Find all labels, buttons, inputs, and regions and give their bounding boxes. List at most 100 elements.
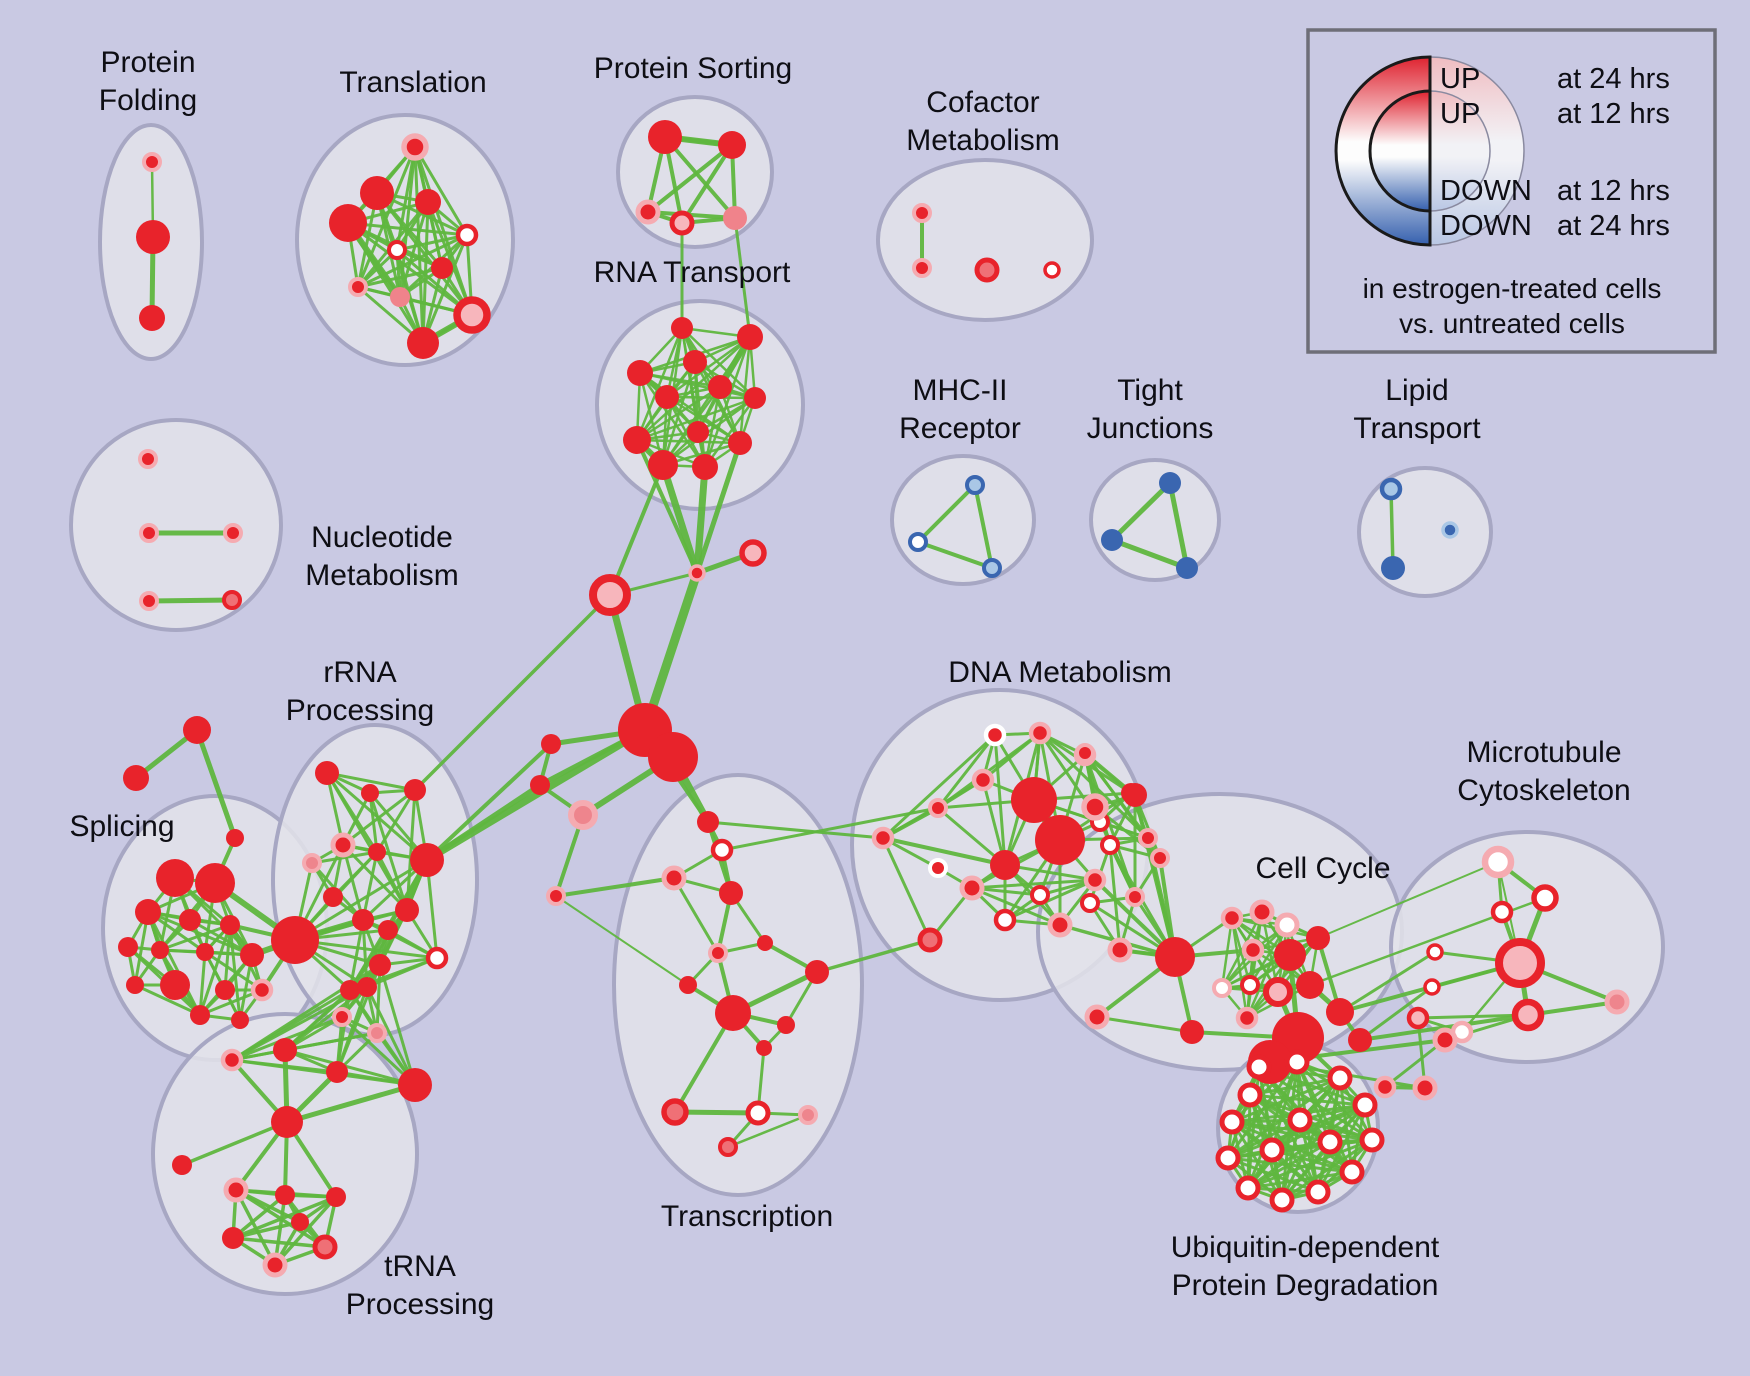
- cluster-label-tight-junctions-line2: Junctions: [1087, 412, 1214, 445]
- edge-tr04-tr05: [346, 221, 469, 237]
- edge-rr14-rx3: [335, 985, 369, 1074]
- node-tr07: [431, 257, 453, 279]
- node-rt04: [627, 360, 653, 386]
- edge-cc10-cc11: [1095, 1015, 1194, 1034]
- edge-rt01-rt07: [680, 326, 757, 400]
- node-rx4: [398, 1068, 432, 1102]
- node-sp07: [151, 941, 169, 959]
- legend-note-line-1: in estrogen-treated cells: [1363, 273, 1662, 304]
- edge-tn2-tn4: [231, 1193, 287, 1240]
- node-tx11: [756, 1040, 772, 1056]
- node-dm04: [971, 768, 995, 792]
- edge-dm08-dm15: [1003, 863, 1097, 882]
- node-tn3: [326, 1187, 346, 1207]
- node-lt1: [1379, 477, 1403, 501]
- cluster-labels: Protein Folding Translation Protein Sorting…: [69, 46, 1630, 1321]
- cluster-label-protein-folding-line2: Folding: [99, 84, 197, 117]
- node-nm5: [222, 590, 242, 610]
- node-ub06: [1339, 1159, 1365, 1185]
- edge-rr05-rr06: [310, 850, 379, 865]
- edge-rt02-rt12: [703, 335, 752, 469]
- node-rr01: [315, 761, 339, 785]
- node-ub07: [1305, 1179, 1331, 1205]
- node-pf2: [136, 220, 170, 254]
- edge-mh2-mh3: [916, 540, 994, 570]
- node-dm18: [917, 927, 943, 953]
- node-tx5: [757, 935, 773, 951]
- edge-ub07-ub12: [1248, 1093, 1320, 1194]
- cluster-label-ubiquitin-degradation-line1: Ubiquitin-dependent: [1171, 1231, 1440, 1264]
- node-tj3: [1176, 557, 1198, 579]
- node-tr09: [390, 287, 410, 307]
- node-sp06: [118, 937, 138, 957]
- edge-dm01-dm08: [993, 733, 1007, 867]
- node-mt6: [1495, 938, 1545, 988]
- legend-time-up-24: at 24 hrs: [1557, 63, 1670, 95]
- edge-ub06-ub12: [1248, 1093, 1354, 1174]
- node-pf3: [139, 305, 165, 331]
- node-sxE3: [568, 800, 598, 830]
- node-cc04: [1100, 835, 1120, 855]
- cluster-label-cofactor-metabolism-line2: Metabolism: [906, 124, 1059, 157]
- edge-rt12-sxF: [693, 463, 709, 577]
- edge-ub09-ub12: [1246, 1093, 1252, 1190]
- node-tn7: [291, 1213, 309, 1231]
- node-nm4: [139, 591, 159, 611]
- legend-note-line-2: vs. untreated cells: [1399, 308, 1625, 339]
- node-ub02: [1284, 1049, 1310, 1075]
- node-tr10: [453, 296, 491, 334]
- edge-tj1-tj2: [1109, 480, 1173, 543]
- edge-ub03-ub12: [1248, 1076, 1342, 1097]
- node-ub15: [1259, 1137, 1285, 1163]
- node-dm17: [1047, 912, 1073, 938]
- edge-rt07-rt11: [661, 396, 757, 467]
- node-tj1: [1159, 472, 1181, 494]
- edge-tr05-tr06: [395, 233, 469, 252]
- node-cc03: [1081, 793, 1109, 821]
- edge-dmb-dm01: [881, 733, 997, 840]
- node-sp13: [250, 978, 274, 1002]
- node-dm16: [993, 908, 1017, 932]
- edge-rt10-sxF: [694, 440, 743, 576]
- edge-rr03-sxA: [413, 593, 612, 792]
- cluster-ellipse-nucleotide-metabolism: [69, 418, 283, 632]
- cluster-label-mhc-ii-receptor-line2: Receptor: [899, 412, 1021, 445]
- node-tx9: [715, 995, 751, 1031]
- edge-rt05-rt09: [635, 385, 722, 442]
- edge-dmb-dm18: [881, 836, 932, 942]
- edge-rt07-rt12: [703, 396, 757, 469]
- legend-time-up-12: at 12 hrs: [1557, 98, 1670, 130]
- edge-tn4-tn7: [231, 1220, 302, 1240]
- node-tx2: [710, 838, 734, 862]
- edge-dmb-dm08: [881, 836, 1007, 867]
- node-cf3: [974, 257, 1000, 283]
- node-tnH: [271, 1106, 303, 1138]
- node-rt07: [744, 387, 766, 409]
- node-rt01: [671, 317, 693, 339]
- edge-rr14-rx1: [230, 985, 369, 1062]
- cluster-label-nucleotide-metabolism-line2: Metabolism: [305, 559, 458, 592]
- node-lt3: [1441, 521, 1459, 539]
- node-rr11: [369, 954, 391, 976]
- node-ps1: [648, 120, 682, 154]
- node-rr09: [378, 920, 398, 940]
- node-dm05: [928, 798, 948, 818]
- cluster-label-rrna-processing-line1: rRNA: [323, 656, 396, 689]
- cluster-ellipse-cofactor-metabolism: [876, 158, 1094, 322]
- edge-dm13-dm17: [970, 886, 1062, 927]
- edge-tx2-dm05: [720, 806, 940, 852]
- node-rr14: [357, 977, 377, 997]
- node-tn6: [262, 1252, 288, 1278]
- cluster-label-microtubule-cytoskeleton-line1: Microtubule: [1466, 736, 1621, 769]
- edge-sp12-sp14: [133, 983, 202, 1017]
- edge-cc09-cc02: [1133, 793, 1177, 959]
- node-cc21: [1296, 971, 1324, 999]
- node-cc12: [1220, 906, 1244, 930]
- edge-tj2-tj3: [1109, 537, 1190, 571]
- edge-t0-tx7: [555, 895, 689, 986]
- node-cc10: [1084, 1004, 1110, 1030]
- node-tr04: [329, 204, 367, 242]
- node-rx3: [326, 1061, 348, 1083]
- edge-lt1-lt2: [1389, 487, 1395, 570]
- node-ub10: [1215, 1145, 1241, 1171]
